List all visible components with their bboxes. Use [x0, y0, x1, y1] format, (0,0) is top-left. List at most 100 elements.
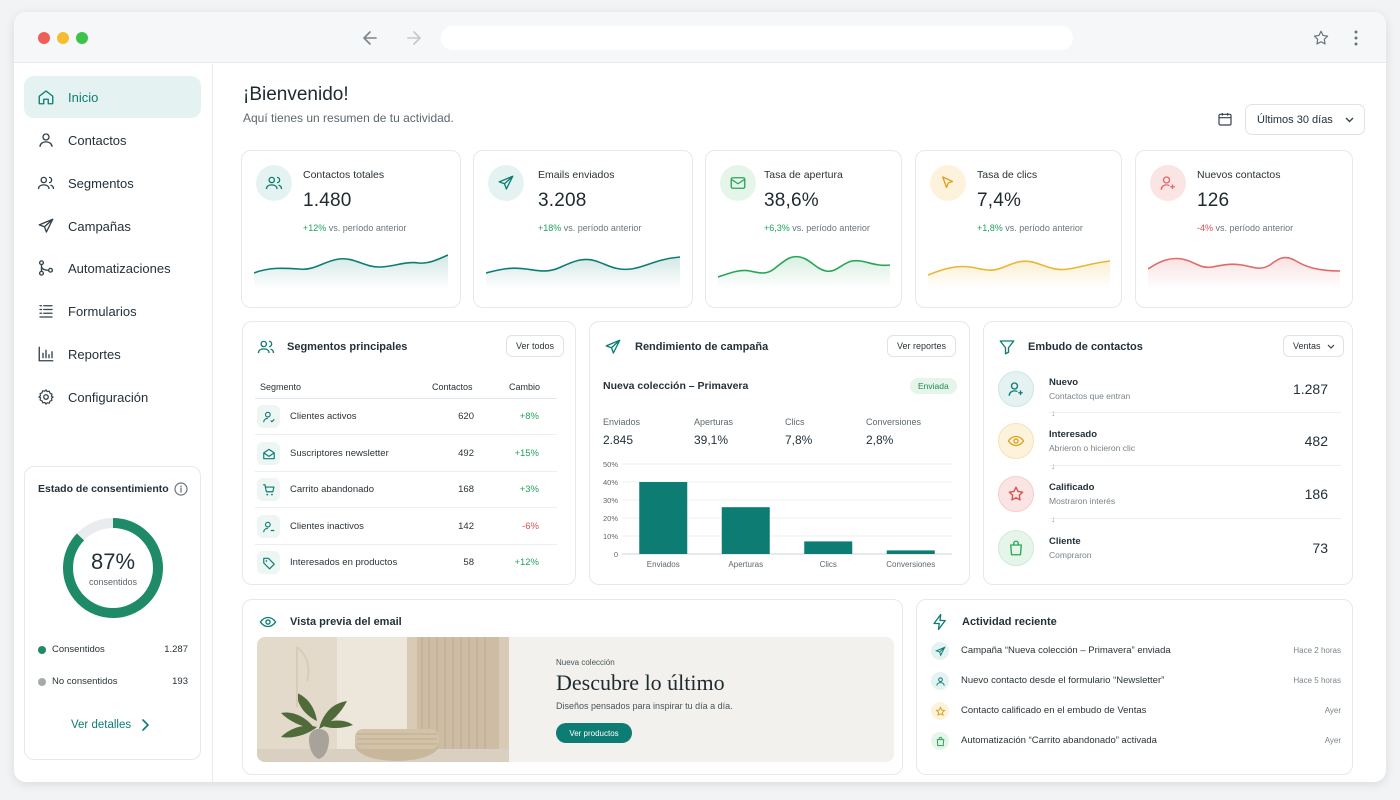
info-icon[interactable] [174, 482, 188, 496]
y-tick-label: 10% [603, 532, 618, 541]
stat-card-tasa-clics: Tasa de clics 7,4% +1,8% vs. período ant… [915, 150, 1122, 308]
table-row[interactable]: Clientes inactivos 142 -6% [255, 509, 557, 545]
cart-icon [257, 478, 280, 501]
divider [1049, 465, 1341, 466]
send-icon [605, 339, 621, 354]
funnel-stage-interesado[interactable]: Interesado Abrieron o hicieron clic 482 [998, 423, 1328, 463]
metric-label: Aperturas [694, 417, 734, 427]
mail-open-icon [257, 442, 280, 465]
consent-donut-arc [63, 518, 163, 618]
email-preview-banner: Nueva colección Descubre lo último Diseñ… [257, 637, 894, 762]
recent-activity-card: Actividad reciente Campaña “Nueva colecc… [916, 599, 1353, 775]
stat-change-suffix: vs. período anterior [1215, 223, 1294, 233]
table-row[interactable]: Carrito abandonado 168 +3% [255, 472, 557, 508]
view-products-button[interactable]: Ver productos [556, 723, 632, 743]
segment-name: Clientes activos [290, 411, 357, 422]
date-range-select[interactable]: Últimos 30 días [1245, 104, 1365, 135]
forward-arrow-icon[interactable] [406, 28, 422, 48]
view-reports-button[interactable]: Ver reportes [887, 335, 957, 357]
table-row[interactable]: Interesados en productos 58 +12% [255, 545, 557, 581]
funnel-stage-cliente[interactable]: Cliente Compraron 73 [998, 530, 1328, 570]
stat-change-suffix: vs. período anterior [1005, 223, 1083, 233]
sidebar-item-label: Campañas [68, 218, 131, 234]
stat-label: Tasa de clics [977, 169, 1038, 181]
activity-title: Actividad reciente [962, 616, 1057, 628]
bar-aperturas [721, 507, 770, 554]
stat-card-contactos-totales: Contactos totales 1.480 +12% vs. período… [241, 150, 461, 308]
funnel-card: Embudo de contactos Ventas Nuevo Contact… [983, 321, 1353, 585]
activity-text: Campaña “Nueva colección – Primavera” en… [961, 645, 1171, 656]
stat-change-value: +6,3% [764, 223, 790, 233]
metric-label: Conversiones [866, 417, 922, 427]
segments-title: Segmentos principales [287, 341, 408, 353]
funnel-stage-nuevo[interactable]: Nuevo Contactos que entran 1.287 [998, 371, 1328, 411]
stat-change: +12% vs. período anterior [303, 223, 406, 233]
segment-change: +8% [519, 411, 539, 422]
filter-icon [999, 340, 1015, 355]
consent-title: Estado de consentimiento [38, 483, 169, 495]
sidebar-item-segmentos[interactable]: Segmentos [24, 162, 201, 204]
users-icon [256, 165, 292, 201]
user-minus-icon [257, 515, 280, 538]
user-plus-icon [998, 371, 1034, 407]
x-tick-label: Conversiones [886, 560, 935, 569]
bag-icon [998, 530, 1034, 566]
minimize-window-icon[interactable] [57, 32, 69, 44]
more-menu-icon[interactable] [1352, 29, 1360, 47]
maximize-window-icon[interactable] [76, 32, 88, 44]
sidebar-item-label: Segmentos [68, 175, 134, 191]
campaign-title: Rendimiento de campaña [635, 341, 769, 353]
stat-change-value: +18% [538, 223, 562, 233]
activity-item[interactable]: Automatización “Carrito abandonado” acti… [931, 730, 1341, 752]
funnel-stage-calificado[interactable]: Calificado Mostraron interés 186 [998, 476, 1328, 516]
browser-titlebar [14, 12, 1386, 63]
stat-value: 1.480 [303, 190, 352, 211]
funnel-stage-sub: Abrieron o hicieron clic [1049, 443, 1135, 453]
table-row[interactable]: Suscriptores newsletter 492 +15% [255, 436, 557, 472]
sidebar-item-inicio[interactable]: Inicio [24, 76, 201, 118]
sidebar-item-campanas[interactable]: Campañas [24, 205, 201, 247]
activity-item[interactable]: Nuevo contacto desde el formulario “News… [931, 670, 1341, 692]
funnel-title: Embudo de contactos [1028, 341, 1143, 353]
y-tick-label: 30% [603, 496, 618, 505]
activity-time: Ayer [1324, 706, 1341, 715]
segment-name: Interesados en productos [290, 557, 398, 568]
activity-time: Hace 2 horas [1293, 646, 1341, 655]
sparkline [1148, 256, 1340, 289]
workflow-icon [38, 260, 54, 276]
activity-item[interactable]: Campaña “Nueva colección – Primavera” en… [931, 640, 1341, 662]
stat-card-tasa-apertura: Tasa de apertura 38,6% +6,3% vs. período… [705, 150, 902, 308]
sidebar-item-formularios[interactable]: Formularios [24, 290, 201, 332]
sparkline [254, 254, 448, 289]
sidebar-item-reportes[interactable]: Reportes [24, 333, 201, 375]
star-bookmark-icon[interactable] [1312, 29, 1330, 47]
stat-label: Tasa de apertura [764, 169, 843, 181]
users-icon [37, 176, 55, 190]
sidebar: Inicio Contactos Segmentos Campañas Auto… [14, 64, 213, 782]
activity-item[interactable]: Contacto calificado en el embudo de Vent… [931, 700, 1341, 722]
sidebar-item-configuracion[interactable]: Configuración [24, 376, 201, 418]
divider [1049, 412, 1341, 413]
consent-sub: consentidos [88, 577, 138, 587]
preview-headline: Descubre lo último [556, 670, 725, 695]
column-header-segmento: Segmento [260, 382, 302, 392]
back-arrow-icon[interactable] [362, 28, 378, 48]
campaign-card: Rendimiento de campaña Ver reportes Nuev… [589, 321, 970, 585]
stat-card-nuevos-contactos: Nuevos contactos 126 -4% vs. período ant… [1135, 150, 1353, 308]
consent-legend-consented: Consentidos 1.287 [38, 643, 188, 657]
address-bar[interactable] [441, 26, 1073, 50]
view-all-button[interactable]: Ver todos [506, 335, 565, 357]
sidebar-item-contactos[interactable]: Contactos [24, 119, 201, 161]
calendar-icon[interactable] [1217, 111, 1233, 127]
user-icon [931, 672, 949, 690]
stat-change-suffix: vs. período anterior [563, 223, 642, 233]
table-row[interactable]: Clientes activos 620 +8% [255, 399, 557, 435]
metric-value: 7,8% [785, 433, 813, 447]
sidebar-item-automatizaciones[interactable]: Automatizaciones [24, 247, 201, 289]
star-icon [931, 702, 949, 720]
metric-label: Clics [785, 417, 805, 427]
close-window-icon[interactable] [38, 32, 50, 44]
view-details-link[interactable]: Ver detalles [71, 719, 150, 731]
funnel-dropdown[interactable]: Ventas [1283, 335, 1344, 357]
stat-change: +6,3% vs. período anterior [764, 223, 870, 233]
